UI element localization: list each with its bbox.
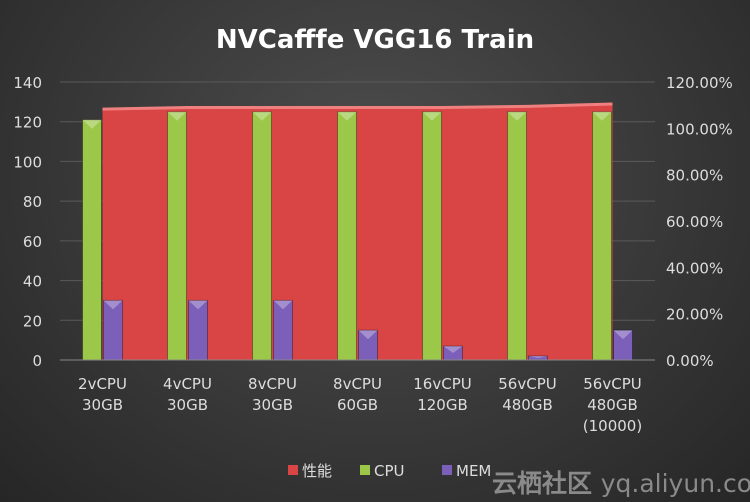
legend-swatch: [288, 465, 298, 475]
bar-bevel: [358, 330, 378, 340]
legend-swatch: [442, 465, 452, 475]
x-tick-label: 120GB: [417, 396, 468, 414]
bar-cpu: [592, 111, 612, 361]
bar-bevel: [443, 346, 463, 354]
y2-tick-label: 40.00%: [666, 259, 723, 277]
bar-cpu: [507, 111, 527, 361]
legend-swatch: [360, 465, 370, 475]
y-tick-label: 100: [13, 153, 42, 171]
bar-bevel: [528, 356, 548, 359]
x-tick-label: 30GB: [82, 396, 123, 414]
x-tick-label: 60GB: [337, 396, 378, 414]
bar-bevel: [167, 111, 187, 121]
y-tick-label: 140: [13, 74, 42, 92]
y-tick-label: 120: [13, 114, 42, 132]
x-tick-label: 8vCPU: [333, 375, 382, 393]
x-tick-label: 8vCPU: [248, 375, 297, 393]
watermark: 云栖社区 yq.aliyun.com: [492, 464, 750, 500]
bar-bevel: [613, 330, 633, 340]
y2-tick-label: 100.00%: [666, 120, 733, 138]
chart-title: NVCafffe VGG16 Train: [216, 25, 534, 55]
bar-cpu: [422, 111, 442, 361]
bar-bevel: [422, 111, 442, 121]
bar-cpu: [167, 111, 187, 361]
watermark-url: yq.aliyun.com: [600, 469, 750, 498]
area-top-edge: [102, 102, 613, 111]
legend-label: 性能: [302, 462, 332, 480]
y2-tick-label: 0.00%: [666, 352, 714, 370]
x-tick-label: 4vCPU: [163, 375, 212, 393]
bar-cpu: [252, 111, 272, 361]
y-tick-label: 60: [23, 233, 42, 251]
x-tick-label: 56vCPU: [583, 375, 641, 393]
x-tick-label: 16vCPU: [413, 375, 471, 393]
bar-bevel: [273, 300, 293, 310]
bar-bevel: [337, 111, 357, 121]
area-series-performance: [102, 104, 613, 360]
bar-bevel: [592, 111, 612, 121]
y2-tick-label: 80.00%: [666, 167, 723, 185]
bar-bevel: [252, 111, 272, 121]
legend-label: MEM: [456, 462, 491, 480]
bar-bevel: [103, 300, 123, 310]
legend-label: CPU: [374, 462, 405, 480]
y-tick-label: 40: [23, 273, 42, 291]
y-tick-label: 80: [23, 193, 42, 211]
bar-bevel: [507, 111, 527, 121]
watermark-cn: 云栖社区: [492, 469, 593, 498]
bar-cpu: [337, 111, 357, 361]
y-tick-label: 20: [23, 312, 42, 330]
x-tick-label: 480GB: [502, 396, 553, 414]
y2-tick-label: 120.00%: [666, 74, 733, 92]
bar-bevel: [188, 300, 208, 310]
x-tick-label: 2vCPU: [78, 375, 127, 393]
x-tick-label: 30GB: [252, 396, 293, 414]
x-tick-label: 30GB: [167, 396, 208, 414]
x-tick-label: 480GB: [587, 396, 638, 414]
y2-tick-label: 20.00%: [666, 306, 723, 324]
y2-tick-label: 60.00%: [666, 213, 723, 231]
x-tick-label: 56vCPU: [498, 375, 556, 393]
y-tick-label: 0: [32, 352, 42, 370]
bar-bevel: [82, 119, 102, 129]
x-tick-label: (10000): [583, 417, 642, 435]
bar-cpu: [82, 119, 102, 361]
